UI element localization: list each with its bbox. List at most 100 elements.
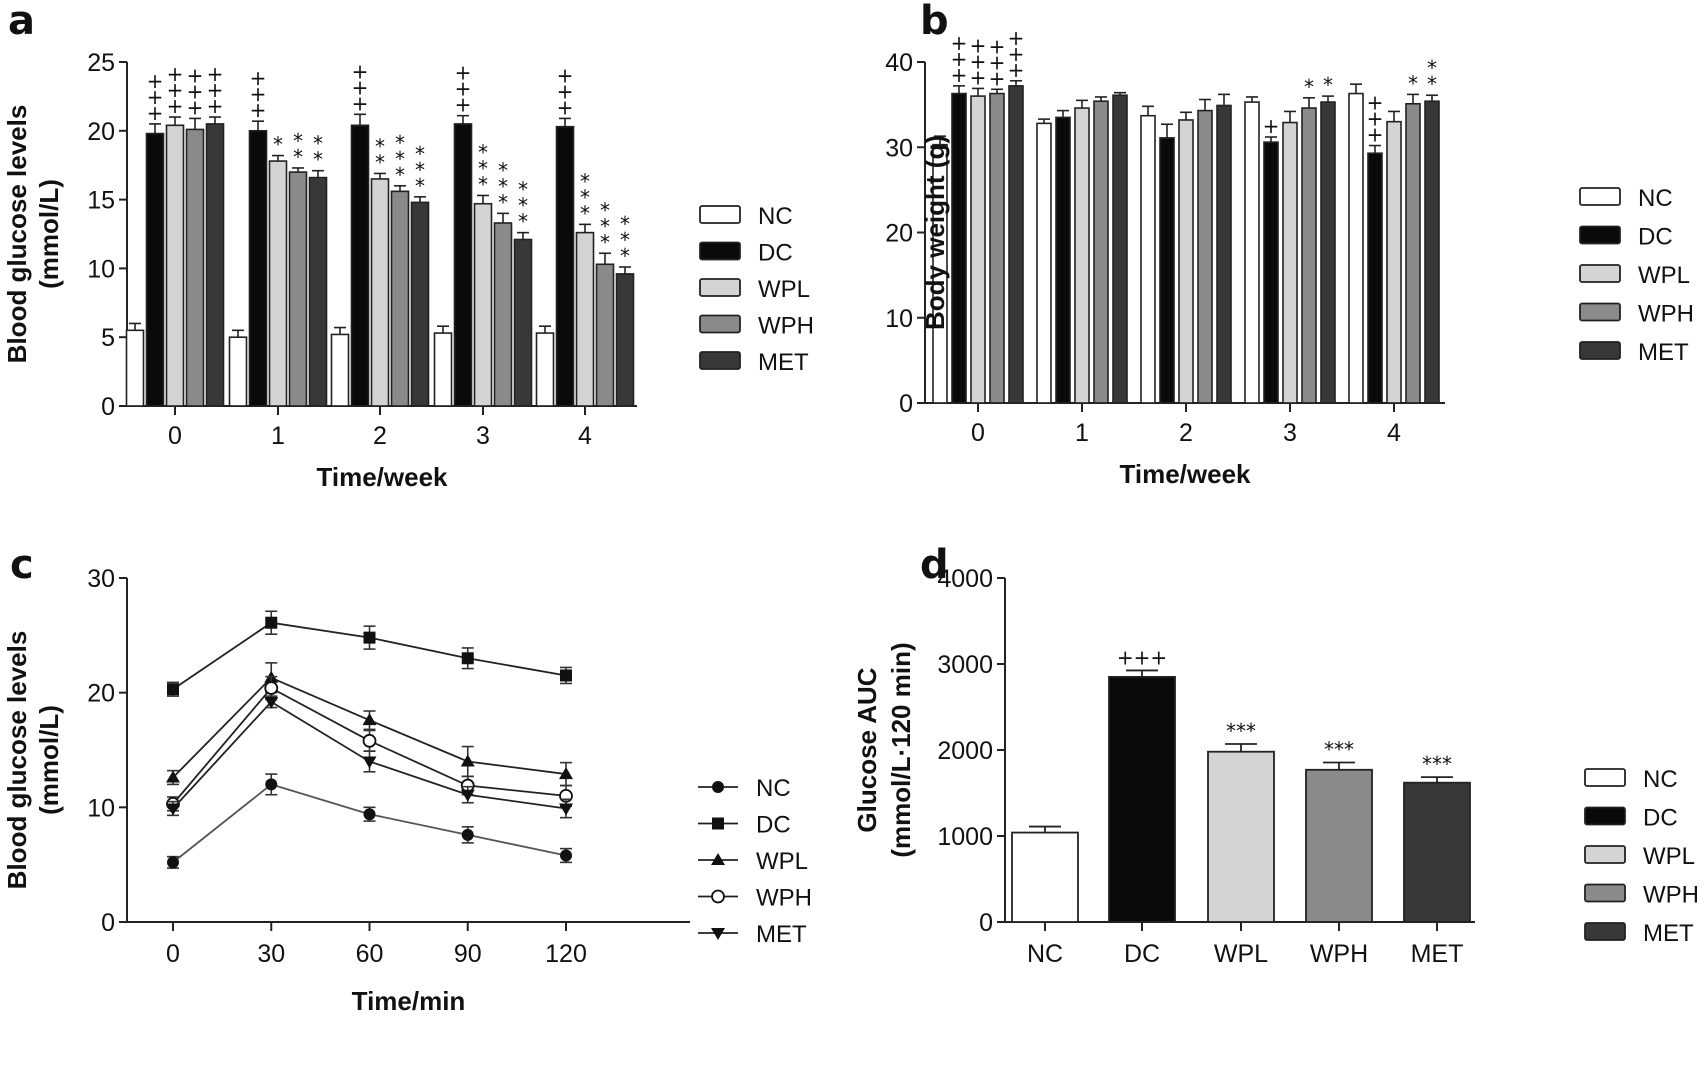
panel-a-x-tick-label: 3 — [476, 422, 490, 450]
panel-a-significance-marker: * — [580, 185, 590, 209]
panel-c-legend-marker-nc — [712, 781, 724, 793]
panel-b-bar-dc — [951, 92, 967, 404]
panel-a-bar-dc — [145, 132, 165, 407]
panel-a-significance-marker: * — [620, 244, 630, 268]
panel-c-y-axis-title: Blood glucose levels — [2, 631, 32, 890]
panel-d-y-tick-label: 3000 — [937, 651, 993, 679]
panel-b-legend-label-nc: NC — [1638, 185, 1673, 212]
panel-b-significance-marker: * — [1427, 56, 1437, 80]
panel-a-bar-wpl — [370, 178, 390, 407]
panel-b-significance-marker: + — [1008, 58, 1025, 82]
panel-b-significance-marker: + — [1367, 91, 1384, 115]
panel-b-x-tick-label: 0 — [971, 419, 985, 447]
panel-b-bar-wpl — [1178, 119, 1194, 404]
panel-a-significance-marker: * — [478, 156, 488, 180]
panel-d-x-tick-label: WPL — [1214, 940, 1268, 968]
panel-b-bar-nc — [1036, 122, 1052, 404]
panel-c-point-met — [166, 803, 180, 816]
panel-a-x-axis-title: Time/week — [316, 462, 448, 492]
panel-a-significance-marker: * — [313, 132, 323, 156]
panel-a-significance-marker: + — [167, 62, 184, 86]
panel-c-x-tick-label: 120 — [545, 940, 587, 968]
panel-b-x-tick-label: 2 — [1179, 419, 1193, 447]
panel-a-significance-marker: * — [478, 140, 488, 164]
panel-b-x-tick-label: 1 — [1075, 419, 1089, 447]
panel-a-legend-swatch-nc — [699, 205, 741, 224]
panel-b-significance-marker: + — [1008, 26, 1025, 50]
panel-c-y-axis-subtitle: (mmol/L) — [34, 705, 64, 815]
panel-a-x-tick-label: 4 — [578, 422, 592, 450]
panel-a-y-tick-label: 0 — [101, 393, 115, 421]
panel-b-significance-marker: + — [1367, 107, 1384, 131]
panel-a-significance-marker: * — [600, 198, 610, 222]
panel-a-significance-marker: * — [600, 214, 610, 238]
panel-d-glucose-auc: 0 1000 2000 3000 4000 NC +++ DC *** WPL *** WPH *** M… — [852, 565, 1699, 968]
panel-d-y-axis-title: Glucose AUC — [852, 667, 882, 832]
panel-b-significance-marker: + — [951, 31, 968, 55]
panel-letter-d: d — [920, 542, 949, 588]
panel-a-y-tick-label: 20 — [87, 118, 115, 146]
panel-a-significance-marker: + — [167, 78, 184, 102]
panel-a-significance-marker: + — [250, 98, 267, 122]
panel-b-significance-marker: + — [951, 63, 968, 87]
panel-d-bar-met — [1403, 781, 1471, 923]
panel-a-significance-marker: + — [147, 85, 164, 109]
panel-a-significance-marker: * — [313, 148, 323, 172]
panel-a-significance-marker: + — [207, 78, 224, 102]
panel-a-bar-wph — [288, 171, 308, 407]
panel-b-significance-marker: + — [970, 65, 987, 89]
panel-d-legend-swatch-dc — [1584, 806, 1626, 826]
panel-c-x-tick-label: 0 — [166, 940, 180, 968]
panel-b-bar-wph — [1405, 102, 1421, 404]
panel-a-significance-marker: * — [518, 210, 528, 234]
panel-b-bar-met — [1216, 104, 1232, 404]
panel-a-y-tick-label: 10 — [87, 255, 115, 283]
panel-a-significance-marker: + — [557, 63, 574, 87]
panel-a-bar-met — [410, 201, 430, 407]
panel-c-x-tick-label: 30 — [257, 940, 285, 968]
panel-d-y-tick-label: 2000 — [937, 737, 993, 765]
panel-b-significance-marker: * — [1323, 73, 1333, 97]
panel-letter-b: b — [920, 0, 949, 44]
panel-a-bar-nc — [125, 329, 145, 407]
panel-d-bar-dc — [1108, 676, 1176, 923]
panel-b-significance-marker: + — [1008, 42, 1025, 66]
panel-c-point-nc — [167, 856, 179, 869]
panel-b-y-tick-label: 20 — [885, 220, 913, 248]
panel-a-significance-marker: * — [395, 131, 405, 155]
panel-a-legend-swatch-met — [699, 351, 741, 370]
panel-a-bar-nc — [330, 333, 350, 407]
panel-c-point-dc — [265, 616, 278, 629]
panel-a-significance-marker: * — [375, 150, 385, 174]
panel-c-legend-label-nc: NC — [756, 775, 791, 802]
panel-d-legend-label-nc: NC — [1643, 766, 1678, 793]
panel-a-bar-nc — [228, 336, 248, 407]
panel-d-y-tick-label: 1000 — [937, 823, 993, 851]
panel-a-bar-met — [205, 123, 225, 407]
panel-d-legend-label-met: MET — [1643, 920, 1694, 947]
panel-b-bar-wpl — [1282, 121, 1298, 404]
panel-b-y-tick-label: 40 — [885, 49, 913, 77]
panel-a-significance-marker: + — [557, 95, 574, 119]
panel-b-bar-wpl — [1386, 120, 1402, 404]
panel-b-legend-swatch-wph — [1579, 302, 1621, 322]
panel-b-x-tick-label: 3 — [1283, 419, 1297, 447]
panel-c-point-nc — [560, 849, 572, 862]
panel-b-bar-met — [1112, 94, 1128, 404]
panel-d-legend-swatch-wph — [1584, 883, 1626, 903]
panel-a-significance-marker: * — [580, 169, 590, 193]
panel-d-significance-marker: +++ — [1117, 645, 1167, 669]
panel-a-significance-marker: * — [620, 228, 630, 252]
panel-a-significance-marker: * — [273, 133, 283, 157]
panel-a-bar-wpl — [575, 231, 595, 407]
panel-a-significance-marker: + — [207, 62, 224, 86]
panel-b-y-tick-label: 0 — [899, 390, 913, 418]
panel-b-significance-marker: + — [1263, 114, 1280, 138]
panel-b-bar-dc — [1055, 116, 1071, 404]
panel-a-significance-marker: + — [352, 75, 369, 99]
panel-c-x-tick-label: 60 — [356, 940, 384, 968]
panel-a-bar-met — [308, 176, 328, 407]
panel-a-bar-wph — [493, 222, 513, 407]
panel-a-significance-marker: + — [147, 69, 164, 93]
